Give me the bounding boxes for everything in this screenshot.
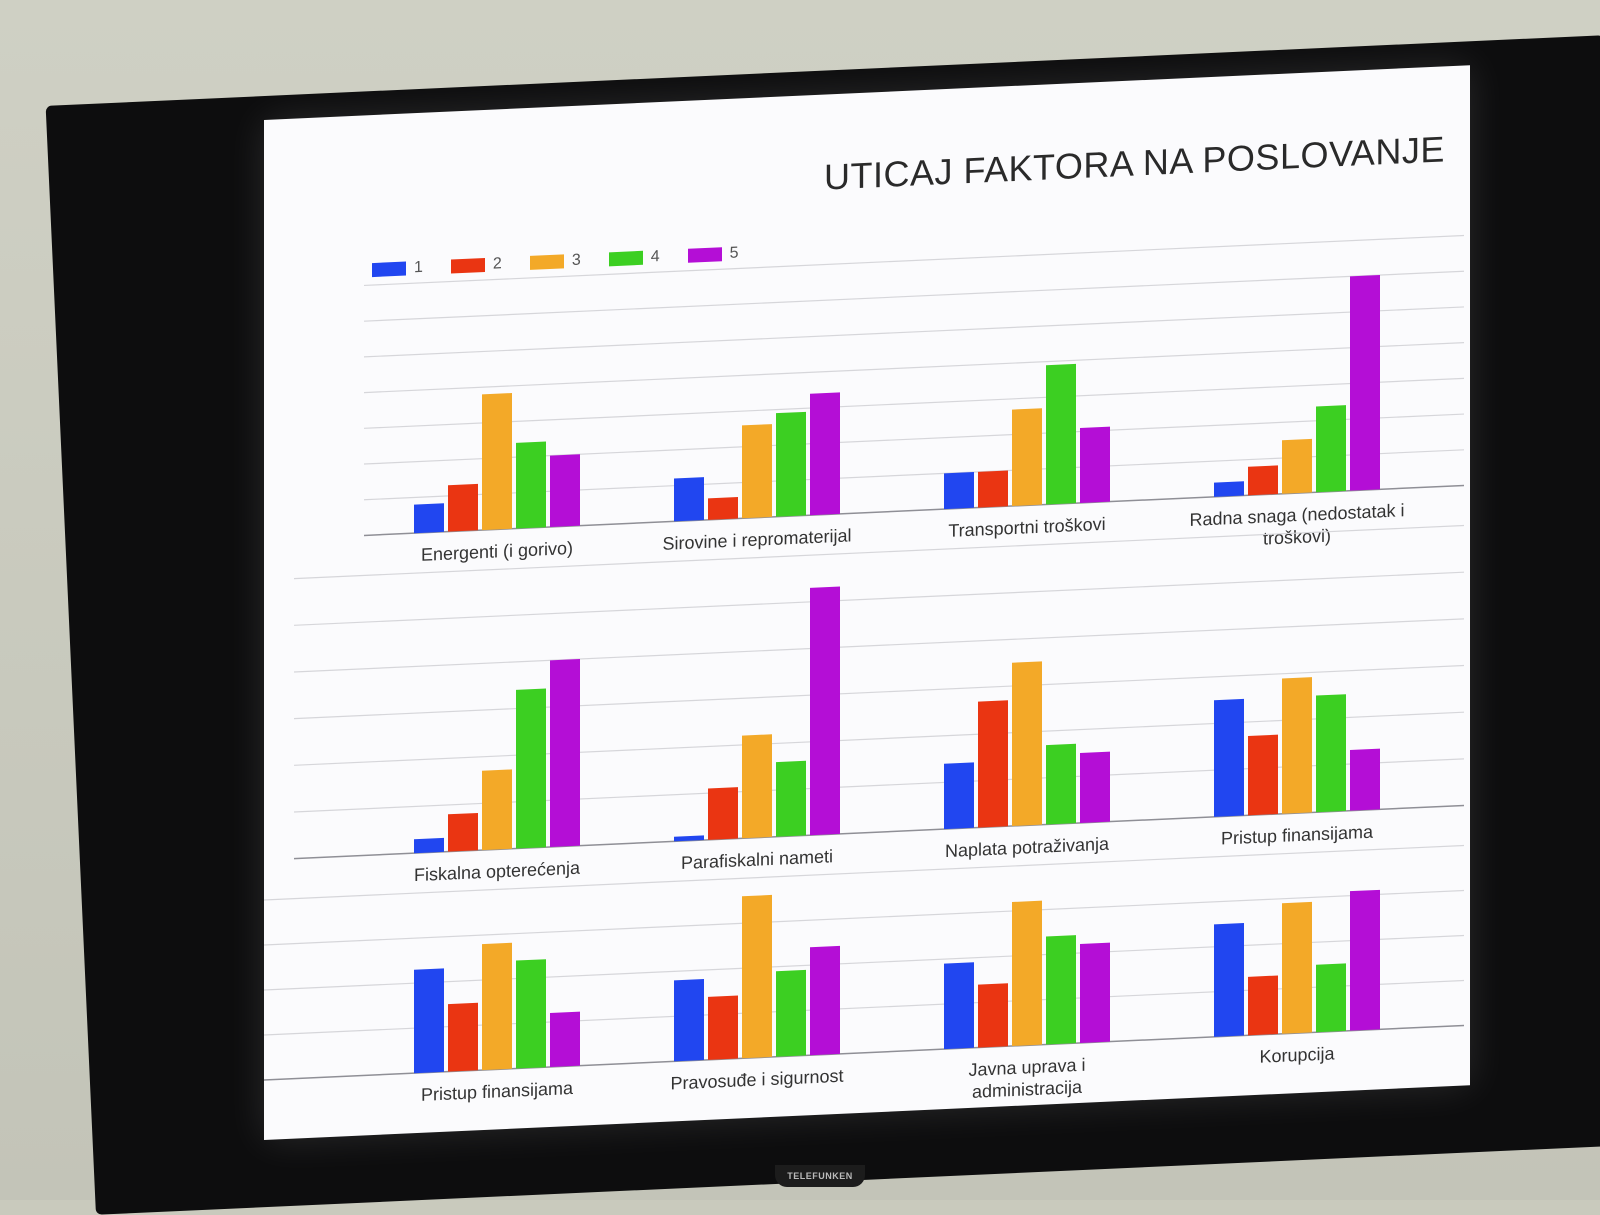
bar-row1-group2-series1 xyxy=(674,477,704,522)
bar-row3-group1-series5 xyxy=(550,1011,580,1068)
bar-row2-group3-series1 xyxy=(944,762,974,830)
bar-row1-group3-series3 xyxy=(1012,408,1042,507)
category-label-row1-group4-line2: troškovi) xyxy=(1263,526,1331,549)
gridline-row2-6 xyxy=(294,524,1464,580)
bar-row2-group4-series5 xyxy=(1350,748,1380,811)
bar-row3-group2-series3 xyxy=(742,894,772,1059)
bar-row1-group1-series5 xyxy=(550,454,580,528)
category-label-row2-group1: Fiskalna opterećenja xyxy=(414,858,581,886)
bar-row3-group2-series4 xyxy=(776,969,806,1057)
gridline-row1-6 xyxy=(364,270,1464,322)
bar-row2-group3-series2 xyxy=(978,700,1008,828)
bar-charts: Energenti (i gorivo) Sirovine i repromate… xyxy=(264,234,1464,1105)
bar-row2-group1-series2 xyxy=(448,812,478,852)
bar-row1-group4-series5 xyxy=(1350,275,1380,491)
bar-row3-group1-series4 xyxy=(516,959,546,1069)
bar-row2-group4-series2 xyxy=(1248,734,1278,816)
gridline-row3-2 xyxy=(264,934,1464,991)
bar-row3-group3-series3 xyxy=(1012,900,1042,1047)
bar-row3-group4-series3 xyxy=(1282,901,1312,1034)
bar-row1-group2-series4 xyxy=(776,411,806,517)
category-label-row3-group3-line2: administracija xyxy=(972,1077,1083,1102)
bar-row3-group2-series5 xyxy=(810,945,840,1056)
bar-row3-group3-series2 xyxy=(978,983,1008,1048)
bar-row3-group4-series5 xyxy=(1350,889,1380,1031)
bar-row1-group3-series5 xyxy=(1080,426,1110,503)
bar-row1-group2-series2 xyxy=(708,497,738,520)
bar-row2-group4-series4 xyxy=(1316,694,1346,813)
presentation-slide: UTICAJ FAKTORA NA POSLOVANJE 1 2 3 4 5 E… xyxy=(264,65,1470,1141)
bar-row2-group3-series4 xyxy=(1046,743,1076,825)
bar-row2-group2-series1 xyxy=(674,835,704,842)
bar-row2-group3-series3 xyxy=(1012,661,1042,827)
bar-row2-group1-series3 xyxy=(482,769,512,851)
bar-row2-group2-series5 xyxy=(810,586,840,836)
gridline-row2-4 xyxy=(294,618,1464,673)
gridline-row1-2 xyxy=(364,413,1464,465)
bar-row2-group4-series3 xyxy=(1282,677,1312,814)
gridline-row1-1 xyxy=(364,449,1464,501)
bar-row1-group4-series1 xyxy=(1214,481,1244,497)
bar-row3-group4-series2 xyxy=(1248,975,1278,1036)
bar-row2-group3-series5 xyxy=(1080,751,1110,823)
gridline-row1-5 xyxy=(364,306,1464,358)
gridline-row3-3 xyxy=(264,889,1464,946)
bar-row1-group3-series1 xyxy=(944,472,974,510)
bar-row3-group3-series1 xyxy=(944,962,974,1050)
bar-row1-group1-series1 xyxy=(414,503,444,534)
category-label-row3-group1: Pristup finansijama xyxy=(421,1078,574,1105)
bar-row3-group2-series1 xyxy=(674,979,704,1062)
bar-row3-group1-series2 xyxy=(448,1002,478,1072)
category-label-row3-group4: Korupcija xyxy=(1259,1043,1335,1066)
bar-row2-group2-series4 xyxy=(776,760,806,837)
category-label-row2-group4: Pristup finansijama xyxy=(1221,822,1374,849)
category-label-row3-group2: Pravosuđe i sigurnost xyxy=(670,1066,843,1094)
bar-row1-group3-series2 xyxy=(978,470,1008,508)
gridline-row2-2 xyxy=(294,711,1464,766)
bar-row2-group1-series4 xyxy=(516,688,546,849)
category-label-row3-group3-line1: Javna uprava i xyxy=(968,1055,1085,1080)
category-label-row1-group1: Energenti (i gorivo) xyxy=(421,538,573,565)
bar-row2-group1-series1 xyxy=(414,837,444,854)
gridline-row1-3 xyxy=(364,377,1464,429)
bar-row3-group4-series4 xyxy=(1316,963,1346,1033)
bar-row3-group3-series5 xyxy=(1080,942,1110,1043)
bar-row2-group2-series2 xyxy=(708,787,738,840)
category-label-row1-group2: Sirovine i repromaterijal xyxy=(663,525,852,554)
bar-row3-group3-series4 xyxy=(1046,935,1076,1045)
bar-row1-group2-series3 xyxy=(742,424,772,519)
gridline-row2-5 xyxy=(294,571,1464,626)
bar-row2-group2-series3 xyxy=(742,734,772,839)
gridline-row1-4 xyxy=(364,342,1464,394)
bar-row1-group1-series3 xyxy=(482,393,512,531)
bar-row1-group2-series5 xyxy=(810,392,840,516)
gridline-row1-7 xyxy=(364,234,1464,287)
bar-row1-group4-series3 xyxy=(1282,438,1312,494)
tv-brand-logo: TELEFUNKEN xyxy=(775,1165,865,1187)
bar-row3-group4-series1 xyxy=(1214,922,1244,1037)
bar-row1-group4-series4 xyxy=(1316,405,1346,493)
baseline-row1 xyxy=(364,484,1464,537)
bar-row1-group1-series4 xyxy=(516,441,546,529)
bar-row1-group4-series2 xyxy=(1248,465,1278,496)
bar-row3-group2-series2 xyxy=(708,995,738,1060)
category-label-row1-group3: Transportni troškovi xyxy=(948,514,1105,541)
gridline-row3-4 xyxy=(264,844,1464,901)
bar-row1-group1-series2 xyxy=(448,483,478,532)
category-label-row2-group2: Parafiskalni nameti xyxy=(681,846,833,873)
category-label-row1-group4-line1: Radna snaga (nedostatak i xyxy=(1189,500,1404,530)
bar-row2-group4-series1 xyxy=(1214,698,1244,817)
bar-row3-group1-series1 xyxy=(414,968,444,1074)
bar-row1-group3-series4 xyxy=(1046,363,1076,505)
bar-row2-group1-series5 xyxy=(550,658,580,848)
category-label-row2-group3: Naplata potraživanja xyxy=(945,834,1110,861)
gridline-row2-3 xyxy=(294,664,1464,720)
bar-row3-group1-series3 xyxy=(482,942,512,1071)
